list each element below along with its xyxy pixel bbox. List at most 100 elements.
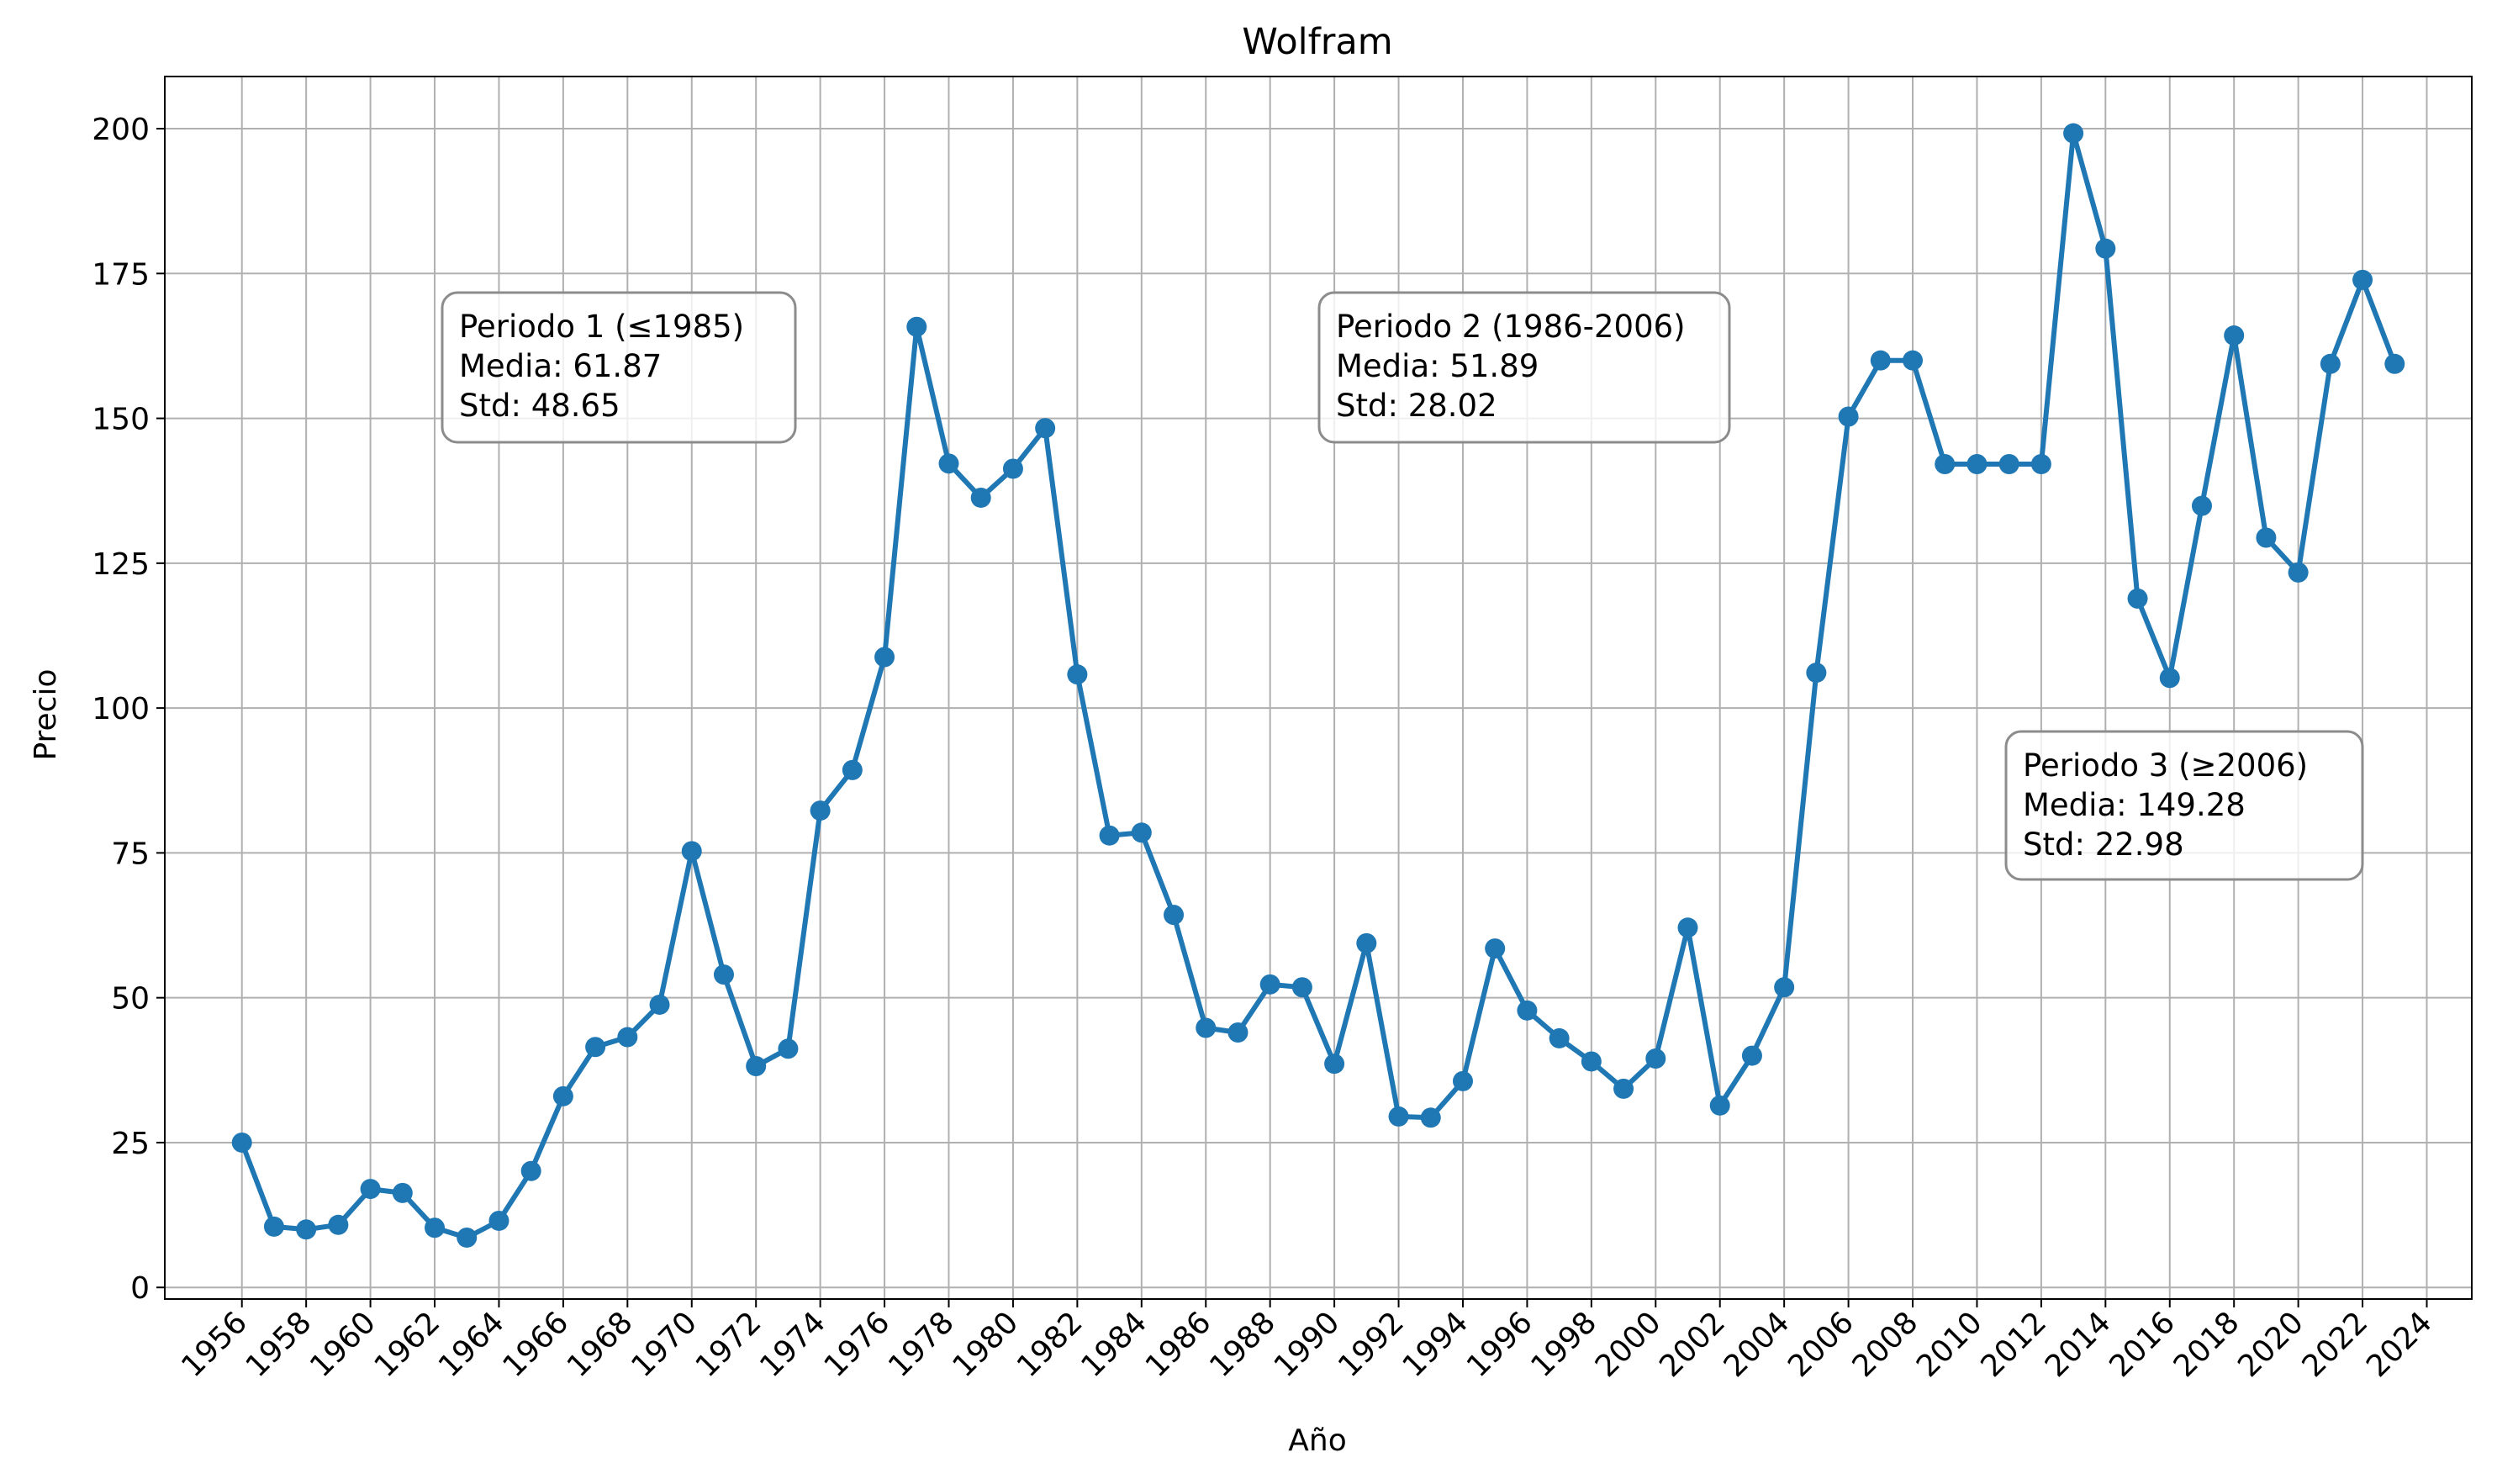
y-tick-label: 25 [111,1127,150,1161]
data-point [2320,353,2341,374]
data-point [1452,1070,1473,1091]
y-tick-label: 125 [92,547,150,582]
data-point [874,647,895,668]
annotation-line: Media: 149.28 [2023,787,2246,823]
plot-frame [164,76,2473,1300]
data-point [970,487,991,508]
data-point [1806,663,1827,684]
data-point [1388,1106,1409,1127]
annotation-line: Periodo 3 (≥2006) [2023,747,2308,784]
data-point [1966,454,1988,475]
data-point [457,1227,478,1248]
data-point [1131,822,1152,843]
data-point [1485,938,1506,959]
data-point [1035,418,1056,439]
y-axis-label: Precio [29,668,63,760]
data-point [810,800,831,821]
y-tick-label: 200 [92,113,150,147]
data-point [2256,527,2277,548]
data-point [681,841,702,862]
data-point [1356,932,1377,953]
stats-annotation: Periodo 2 (1986-2006)Media: 51.89 Std: 28… [1317,291,1731,444]
data-point [1227,1022,1248,1043]
annotation-line: Media: 51.89 [1336,348,1539,384]
data-point [906,316,927,337]
data-point [1838,406,1859,427]
data-point [1677,917,1698,938]
data-point [1998,454,2019,475]
data-point [617,1027,638,1048]
x-axis-label: Año [1288,1423,1346,1458]
data-point [2352,269,2373,290]
data-point [2159,668,2180,689]
grid [165,77,2472,1299]
data-point [2288,562,2309,583]
data-point [1291,977,1312,998]
data-point [296,1219,317,1240]
data-point [938,453,959,474]
annotation-line: Periodo 1 (≤1985) [459,309,744,345]
data-point [1164,905,1185,926]
data-point [552,1085,573,1106]
data-point [2384,353,2405,374]
y-tick-label: 100 [92,692,150,726]
data-point [520,1160,541,1181]
annotation-line: Media: 61.87 [459,348,662,384]
annotation-box [1317,291,1731,444]
plot-area [231,123,2405,1248]
data-point [2095,238,2116,259]
data-point [1709,1095,1730,1116]
annotation-line: Std: 22.98 [2023,826,2184,863]
data-point [842,759,863,780]
data-point [425,1217,446,1238]
data-point [2030,454,2051,475]
data-point [263,1216,284,1237]
data-point [713,964,734,985]
data-point [360,1179,381,1200]
data-point [328,1214,349,1235]
data-point [231,1132,252,1153]
data-point [1741,1045,1762,1066]
chart-title: Wolfram [1242,21,1392,63]
data-point [1002,458,1023,479]
data-point [1581,1051,1602,1072]
y-tick-label: 0 [130,1271,150,1306]
y-tick-label: 50 [111,982,150,1017]
y-axis: 0 25 50 75 100 125 150 175 200 [92,113,165,1306]
data-point [488,1210,509,1231]
annotation-line: Std: 48.65 [459,388,620,424]
data-point [1259,974,1280,995]
data-point [1549,1027,1570,1048]
data-point [746,1055,767,1076]
data-point [1613,1078,1634,1099]
y-tick-label: 75 [111,837,150,871]
data-point [1774,977,1795,998]
data-point [585,1037,606,1058]
data-point [649,994,670,1015]
data-point [2191,495,2212,516]
data-point [1903,350,1924,371]
annotation-line: Std: 28.02 [1336,388,1497,424]
annotation-box [2004,730,2364,881]
data-point [1645,1048,1666,1069]
data-point [778,1038,799,1059]
data-point [1067,664,1088,685]
data-point [392,1182,413,1203]
data-point [1324,1054,1345,1075]
annotation-box [441,291,797,444]
data-point [1517,1000,1538,1021]
data-point [1935,454,1956,475]
y-tick-label: 175 [92,257,150,292]
annotation-line: Periodo 2 (1986-2006) [1336,309,1686,345]
data-point [1099,825,1120,846]
data-point [2063,123,2084,144]
data-point [2224,325,2245,346]
data-point [2127,588,2148,609]
data-point [1420,1107,1441,1128]
y-tick-label: 150 [92,403,150,437]
data-point [1870,350,1891,371]
stats-annotation: Periodo 1 (≤1985)Media: 61.87 Std: 48.65 [441,291,797,444]
